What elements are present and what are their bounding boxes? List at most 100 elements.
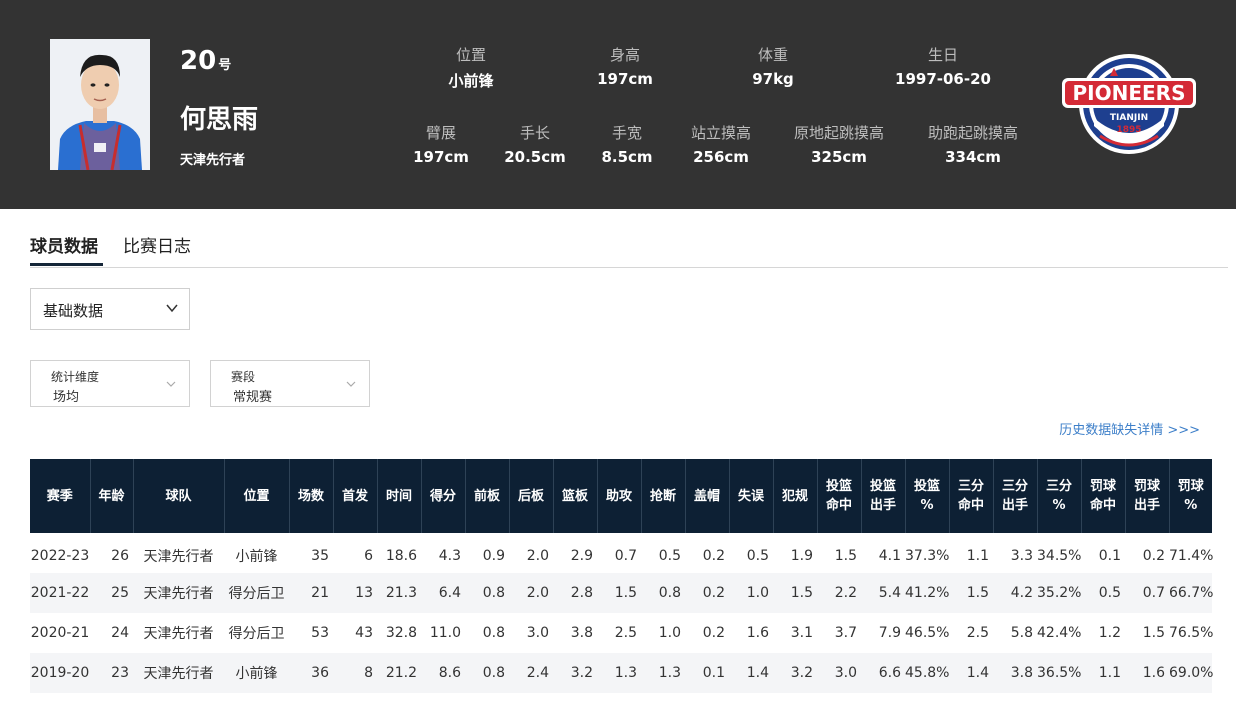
table-cell: 3.8 [570, 625, 593, 641]
column-header[interactable]: 时间 [377, 459, 422, 533]
table-cell: 26 [111, 548, 129, 564]
stat-label: 站立摸高 [690, 124, 751, 142]
table-cell: 6.6 [861, 653, 905, 693]
table-cell: 76.5% [1169, 625, 1214, 641]
table-cell: 0.2 [702, 625, 725, 641]
table-cell: 0.8 [465, 653, 509, 693]
column-header[interactable]: 抢断 [641, 459, 686, 533]
table-cell: 5.4 [861, 573, 905, 613]
column-header-text: 盖帽 [693, 488, 720, 504]
stat-value: 小前锋 [448, 72, 494, 90]
column-header[interactable]: 场数 [289, 459, 334, 533]
column-header-text: 抢断 [649, 488, 676, 504]
table-cell: 小前锋 [235, 549, 278, 565]
column-header[interactable]: 后板 [509, 459, 554, 533]
player-name: 何思雨 [180, 105, 259, 135]
table-cell: 3.2 [773, 653, 817, 693]
table-cell: 21.3 [377, 573, 421, 613]
table-cell: 21.2 [377, 653, 421, 693]
table-cell: 43 [355, 625, 373, 641]
column-header[interactable]: 首发 [333, 459, 378, 533]
column-header[interactable]: 三分 命中 [949, 459, 994, 533]
table-cell: 53 [311, 625, 329, 641]
stat-label: 身高 [609, 46, 640, 64]
table-cell: 1.2 [1098, 625, 1121, 641]
table-cell: 2021-22 [30, 573, 90, 613]
table-cell: 天津先行者 [143, 549, 214, 565]
filter-season-stage[interactable]: 赛段 常规赛 [210, 360, 370, 407]
stat-label: 手长 [519, 124, 550, 142]
table-cell: 0.2 [702, 548, 725, 564]
table-cell: 36 [289, 653, 333, 693]
history-data-missing-link[interactable]: 历史数据缺失详情 >>> [1059, 423, 1200, 438]
stat-label: 生日 [927, 46, 958, 64]
table-cell: 0.9 [482, 548, 505, 564]
stat-value: 334cm [945, 148, 1001, 166]
column-header[interactable]: 前板 [465, 459, 510, 533]
column-header[interactable]: 罚球 出手 [1125, 459, 1170, 533]
column-header[interactable]: 年龄 [90, 459, 134, 533]
column-header-text: % [920, 498, 934, 513]
stats-table: 赛季 年龄 球队 位置 场数 首发 时间 得分 前板 后板 篮板 助攻 抢断 盖帽 失误 犯规 投篮 命中 投篮 出手… [30, 459, 1214, 693]
table-cell: 42.4% [1037, 625, 1082, 641]
logo-city: TIANJIN [1110, 113, 1148, 123]
column-header[interactable]: 篮板 [553, 459, 598, 533]
column-header-text: 罚球 [1133, 479, 1160, 494]
stat-value: 1997-06-20 [895, 70, 991, 88]
column-header[interactable]: 投篮% [905, 459, 950, 533]
table-cell: 2.5 [966, 625, 989, 641]
stat-label: 原地起跳摸高 [793, 124, 884, 142]
table-cell: 5.8 [1010, 625, 1033, 641]
table-cell: 32.8 [385, 625, 417, 641]
column-header[interactable]: 三分% [1037, 459, 1082, 533]
filter-label: 统计维度 [51, 370, 100, 384]
stat-type-select[interactable]: 基础数据 [30, 288, 190, 330]
table-cell: 0.7 [614, 548, 637, 564]
column-header[interactable]: 得分 [421, 459, 466, 533]
table-cell: 0.8 [482, 625, 505, 641]
tab-game-log[interactable]: 比赛日志 [123, 237, 191, 257]
table-cell: 46.5% [905, 625, 950, 641]
table-cell: 2020-21 [30, 625, 90, 641]
player-team: 天津先行者 [180, 153, 246, 168]
table-cell: 13 [333, 573, 377, 613]
filter-stat-dimension[interactable]: 统计维度 场均 [30, 360, 190, 407]
table-cell: 4.2 [993, 573, 1037, 613]
table-row: 2022-23 26 天津先行者 小前锋 35 6 18.6 4.3 0.9 2.0 2.9 0.7 0… [30, 533, 1214, 573]
column-header[interactable]: 三分 出手 [993, 459, 1038, 533]
stat-hand-width: 手宽 8.5cm [552, 122, 702, 166]
column-header[interactable]: 位置 [224, 459, 290, 533]
table-cell: 6 [364, 548, 373, 564]
table-cell: 8.6 [421, 653, 465, 693]
column-header-text: 三分 [1045, 479, 1072, 494]
column-header[interactable]: 犯规 [773, 459, 818, 533]
column-header-text: 罚球 [1089, 479, 1116, 494]
table-cell: 小前锋 [224, 653, 289, 693]
table-cell: 2.9 [570, 548, 593, 564]
stat-wingspan: 臂展 197cm [366, 122, 516, 166]
table-cell: 66.7% [1169, 573, 1213, 613]
column-header[interactable]: 罚球 命中 [1081, 459, 1126, 533]
column-header[interactable]: 罚球% [1169, 459, 1212, 533]
table-header-row: 赛季 年龄 球队 位置 场数 首发 时间 得分 前板 后板 篮板 助攻 抢断 盖帽 失误 犯规 投篮 命中 投篮 出手… [30, 459, 1212, 533]
column-header-text: 篮板 [561, 488, 588, 504]
column-header[interactable]: 投篮 命中 [817, 459, 862, 533]
table-cell: 0.5 [658, 548, 681, 564]
column-header[interactable]: 球队 [133, 459, 225, 533]
column-header[interactable]: 盖帽 [685, 459, 730, 533]
column-header[interactable]: 赛季 [30, 459, 91, 533]
tab-player-stats[interactable]: 球员数据 [30, 237, 98, 257]
table-cell: 2.2 [817, 573, 861, 613]
logo-text: PIONEERS [1073, 81, 1186, 105]
table-cell: 0.5 [1081, 573, 1125, 613]
stat-value: 97kg [752, 70, 794, 88]
table-cell: 1.1 [966, 548, 989, 564]
column-header[interactable]: 助攻 [597, 459, 642, 533]
table-cell: 0.8 [465, 573, 509, 613]
table-cell: 天津先行者 [133, 573, 224, 613]
table-cell: 0.8 [641, 573, 685, 613]
logo-year: 1895 [1116, 125, 1141, 135]
column-header[interactable]: 失误 [729, 459, 774, 533]
column-header[interactable]: 投篮 出手 [861, 459, 906, 533]
chevron-down-icon [346, 381, 356, 387]
